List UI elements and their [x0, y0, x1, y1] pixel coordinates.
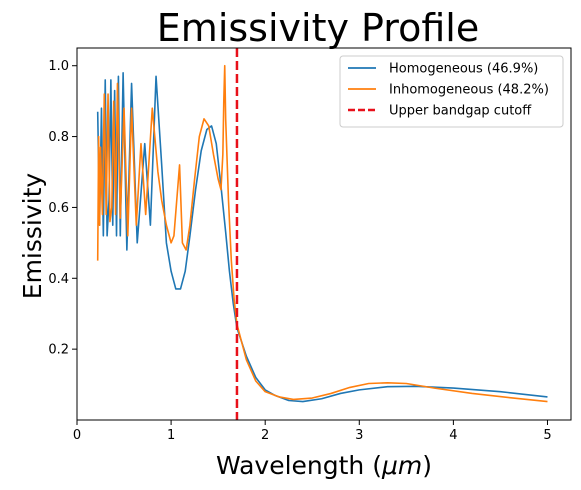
series-layer — [96, 64, 548, 403]
legend-entry-label: Inhomogeneous (48.2%) — [389, 83, 549, 98]
x-axis-ticks: 0 1 2 3 4 5 — [73, 420, 552, 443]
series-line-1 — [96, 72, 548, 403]
y-tick-label: 1.0 — [48, 59, 69, 74]
x-tick-label: 2 — [261, 428, 269, 443]
y-tick-label: 0.2 — [48, 343, 69, 358]
legend-box — [339, 55, 564, 128]
legend-entry-label: Homogeneous (46.9%) — [389, 62, 538, 77]
x-tick-label: 0 — [73, 428, 81, 443]
legend: Homogeneous (46.9%) Inhomogeneous (48.2%)… — [339, 55, 564, 128]
legend-entry-label: Upper bandgap cutoff — [389, 104, 532, 119]
y-axis-ticks: 0.2 0.4 0.6 0.8 1.0 — [48, 59, 77, 358]
x-tick-label: 4 — [449, 428, 457, 443]
chart-title: Emissivity Profile — [157, 6, 479, 50]
plot-area-frame — [76, 47, 572, 421]
y-tick-label: 0.4 — [48, 272, 69, 287]
x-axis-label: Wavelength (μm) — [216, 451, 432, 480]
x-tick-label: 5 — [543, 428, 551, 443]
series-line-2 — [96, 64, 548, 403]
x-tick-label: 1 — [167, 428, 175, 443]
y-axis-label: Emissivity — [18, 173, 47, 300]
y-tick-label: 0.8 — [48, 130, 69, 145]
x-tick-label: 3 — [355, 428, 363, 443]
y-tick-label: 0.6 — [48, 201, 69, 216]
